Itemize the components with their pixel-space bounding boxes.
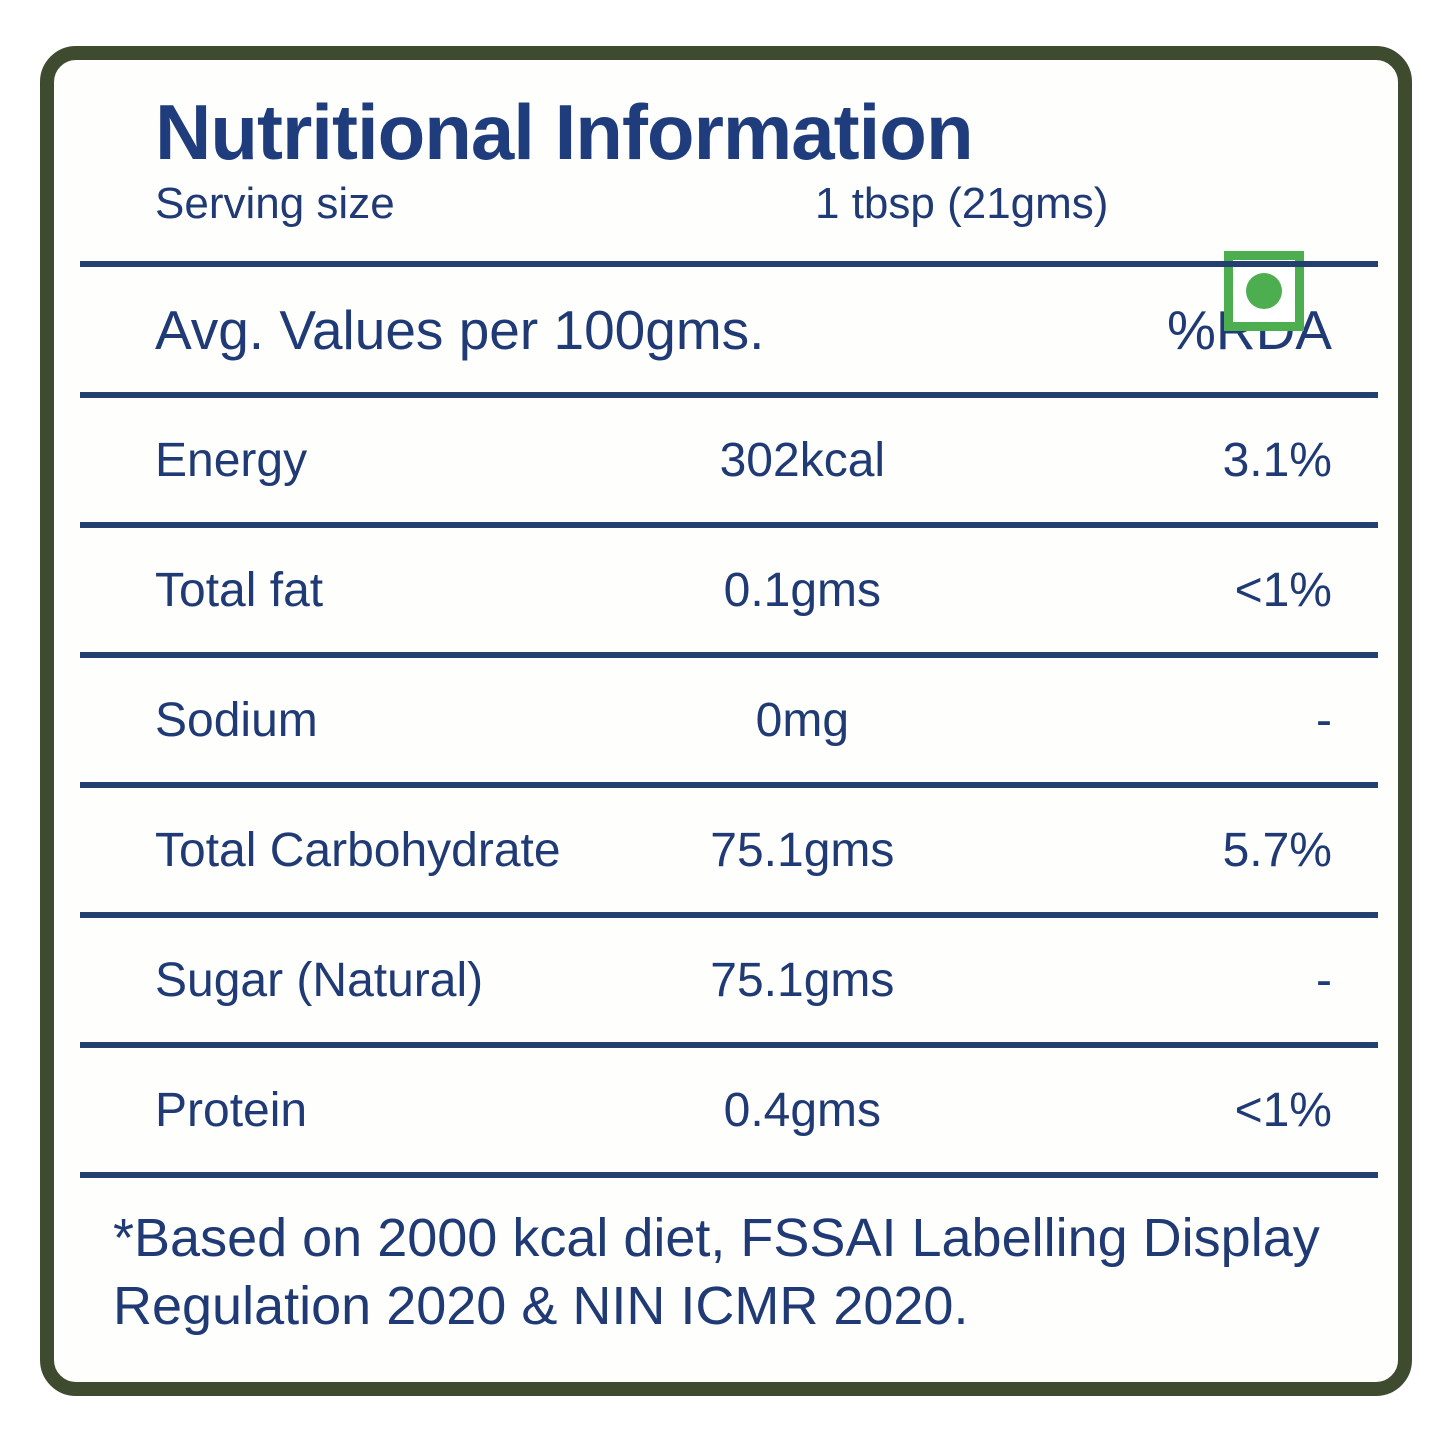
nutrient-rda: 3.1%	[1222, 433, 1332, 487]
nutrient-name: Sodium	[155, 693, 318, 747]
vegetarian-dot-icon	[1246, 273, 1282, 309]
label-header: Nutritional Information Serving size 1 t…	[80, 60, 1378, 267]
nutrient-name: Energy	[155, 433, 308, 487]
table-row: Total fat 0.1gms <1%	[80, 528, 1378, 658]
nutrient-name: Total Carbohydrate	[155, 823, 561, 877]
nutrient-rda: -	[1315, 693, 1332, 747]
nutrient-name: Total fat	[155, 563, 324, 617]
nutrient-value: 0mg	[755, 693, 850, 747]
serving-size-label: Serving size	[155, 179, 395, 229]
nutrient-name: Protein	[155, 1083, 308, 1137]
nutrient-value: 0.4gms	[723, 1083, 882, 1137]
nutrient-value: 75.1gms	[710, 953, 895, 1007]
nutrient-rda: <1%	[1234, 1083, 1332, 1137]
column-header-avg-values: Avg. Values per 100gms.	[155, 298, 765, 361]
page-title: Nutritional Information	[155, 88, 974, 176]
nutrient-rda: <1%	[1234, 563, 1332, 617]
nutrient-value: 75.1gms	[710, 823, 895, 877]
nutrient-value: 302kcal	[719, 433, 886, 487]
table-row: Total Carbohydrate 75.1gms 5.7%	[80, 788, 1378, 918]
table-row: Energy 302kcal 3.1%	[80, 398, 1378, 528]
serving-size-value: 1 tbsp (21gms)	[815, 179, 1109, 229]
table-header-row: Avg. Values per 100gms. %RDA	[80, 267, 1378, 398]
nutrition-label: Nutritional Information Serving size 1 t…	[40, 46, 1412, 1396]
table-row: Protein 0.4gms <1%	[80, 1048, 1378, 1178]
table-row: Sodium 0mg -	[80, 658, 1378, 788]
table-row: Sugar (Natural) 75.1gms -	[80, 918, 1378, 1048]
footnote: *Based on 2000 kcal diet, FSSAI Labellin…	[113, 1208, 1320, 1337]
nutrient-rda: -	[1315, 953, 1332, 1007]
serving-size-row: Serving size 1 tbsp (21gms)	[155, 179, 1332, 229]
nutrient-rda: 5.7%	[1222, 823, 1332, 877]
nutrient-value: 0.1gms	[723, 563, 882, 617]
nutrient-name: Sugar (Natural)	[155, 953, 484, 1007]
